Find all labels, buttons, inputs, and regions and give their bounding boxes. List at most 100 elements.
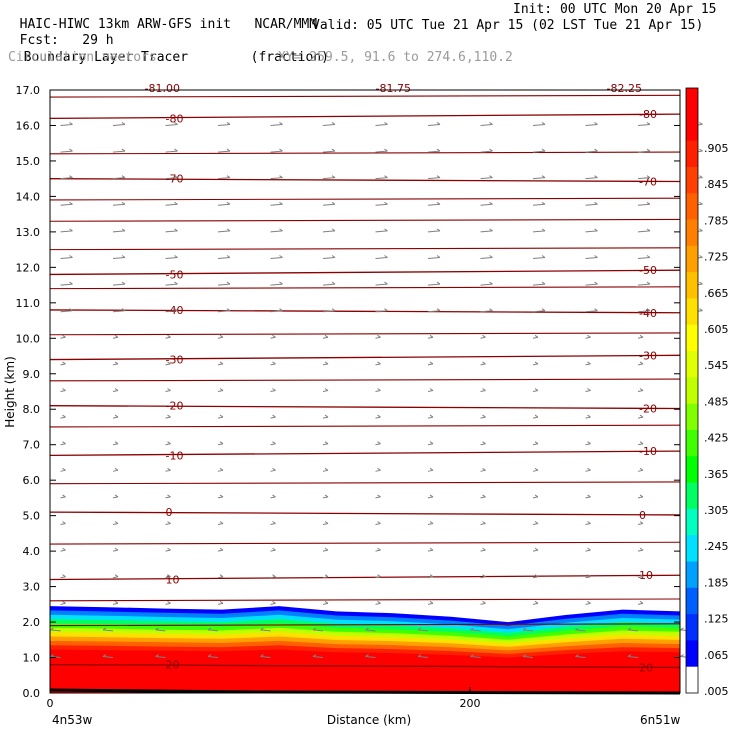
circulation-vector bbox=[322, 576, 329, 579]
circulation-vector bbox=[112, 443, 119, 446]
colorbar-label: .305 bbox=[704, 504, 729, 517]
colorbar-label: .365 bbox=[704, 468, 729, 481]
colorbar-label: .485 bbox=[704, 395, 729, 408]
circulation-vector bbox=[219, 361, 224, 365]
circulation-vector bbox=[480, 230, 493, 233]
circulation-vector bbox=[279, 228, 283, 232]
xy-label: XY= 259.5, 91.6 to 274.6,110.2 bbox=[278, 50, 513, 65]
y-tick-label: 11.0 bbox=[16, 297, 41, 310]
temperature-contour bbox=[49, 354, 681, 361]
circulation-vector bbox=[365, 627, 369, 631]
circulation-vector bbox=[532, 602, 539, 605]
circulation-vector bbox=[532, 469, 539, 472]
circulation-vector bbox=[114, 441, 119, 445]
circulation-vector bbox=[427, 177, 441, 180]
circulation-vector bbox=[637, 523, 644, 526]
colorbar-label: .845 bbox=[704, 178, 729, 191]
temperature-contour bbox=[49, 511, 681, 516]
circulation-vector bbox=[174, 148, 178, 152]
circulation-vector bbox=[482, 467, 486, 471]
contour-label: -40 bbox=[166, 304, 184, 317]
circulation-vector bbox=[639, 441, 644, 445]
colorbar-label: .425 bbox=[704, 432, 729, 445]
temperature-contour bbox=[49, 247, 681, 251]
colorbar-segment bbox=[686, 351, 698, 378]
x-left-end-label: 4n53w bbox=[52, 713, 93, 727]
circulation-vector bbox=[541, 228, 546, 232]
temperature-contour bbox=[49, 197, 681, 201]
circulation-vector bbox=[324, 361, 329, 365]
circulation-vector bbox=[637, 203, 651, 206]
circulation-vector bbox=[62, 574, 66, 578]
circulation-vector bbox=[377, 574, 381, 578]
circulation-vector bbox=[429, 547, 434, 551]
circulation-vector bbox=[375, 390, 381, 392]
circulation-vector bbox=[585, 469, 591, 472]
y-tick-label: 16.0 bbox=[16, 119, 41, 132]
circulation-vector bbox=[482, 414, 486, 418]
circulation-vector bbox=[322, 230, 336, 233]
circulation-vector bbox=[167, 334, 171, 338]
circulation-vector bbox=[639, 547, 644, 551]
circulation-vector bbox=[331, 228, 336, 232]
circulation-vector bbox=[217, 363, 224, 366]
circulation-vector bbox=[60, 177, 73, 180]
colorbar-label: .545 bbox=[704, 359, 729, 372]
circulation-vector bbox=[637, 310, 651, 313]
circulation-vector bbox=[375, 523, 381, 526]
circulation-vector bbox=[587, 334, 591, 338]
circulation-vector bbox=[165, 602, 171, 605]
circulation-vector bbox=[217, 469, 224, 472]
circulation-vector bbox=[375, 336, 381, 339]
circulation-vector bbox=[377, 441, 381, 445]
circulation-vector bbox=[270, 363, 276, 366]
circulation-vector bbox=[331, 255, 336, 258]
circulation-vector bbox=[699, 122, 703, 125]
circulation-vector bbox=[272, 547, 276, 551]
circulation-vector bbox=[646, 201, 651, 205]
circulation-vector bbox=[165, 523, 171, 526]
y-tick-label: 4.0 bbox=[23, 545, 41, 558]
colorbar-segment bbox=[686, 114, 698, 142]
circulation-vector bbox=[165, 336, 171, 339]
circulation-vector bbox=[324, 521, 329, 524]
circulation-vector bbox=[482, 361, 486, 365]
circulation-vector bbox=[427, 230, 441, 233]
circulation-vector bbox=[384, 228, 388, 232]
circulation-vector bbox=[482, 494, 486, 498]
circulation-vector bbox=[646, 175, 651, 179]
circulation-vector bbox=[112, 150, 126, 153]
colorbar-segment bbox=[686, 166, 698, 194]
circulation-vector bbox=[639, 521, 644, 524]
temperature-contour bbox=[49, 405, 681, 410]
circulation-vector bbox=[270, 496, 276, 499]
circulation-vector bbox=[480, 602, 486, 605]
circulation-vector bbox=[155, 656, 166, 659]
contour-label: -30 bbox=[639, 349, 657, 362]
circulation-vector bbox=[427, 523, 434, 526]
y-tick-label: 1.0 bbox=[23, 652, 41, 665]
circulation-vector bbox=[114, 334, 119, 338]
circulation-vector bbox=[114, 388, 119, 391]
circulation-vector bbox=[102, 654, 107, 657]
circulation-vector bbox=[322, 150, 336, 153]
circulation-vector bbox=[427, 576, 434, 579]
circulation-vector bbox=[534, 521, 539, 524]
circulation-vector bbox=[427, 203, 441, 206]
circulation-vector bbox=[322, 256, 336, 259]
valid-time: Valid: 05 UTC Tue 21 Apr 15 (02 LST Tue … bbox=[312, 18, 704, 33]
circulation-vector bbox=[365, 654, 369, 657]
circulation-vector bbox=[322, 469, 329, 472]
circulation-vector bbox=[532, 363, 539, 366]
circulation-vector bbox=[331, 201, 336, 205]
circulation-vector bbox=[167, 361, 171, 365]
contour-label: -81.75 bbox=[376, 82, 411, 95]
circulation-vector bbox=[384, 201, 388, 205]
circulation-vector bbox=[699, 201, 703, 205]
circulation-vector bbox=[217, 177, 231, 180]
temperature-contour bbox=[49, 218, 681, 222]
colorbar-segment bbox=[686, 377, 698, 405]
circulation-vector bbox=[279, 308, 283, 312]
temperature-contour bbox=[49, 286, 681, 290]
circulation-vector bbox=[165, 363, 171, 366]
